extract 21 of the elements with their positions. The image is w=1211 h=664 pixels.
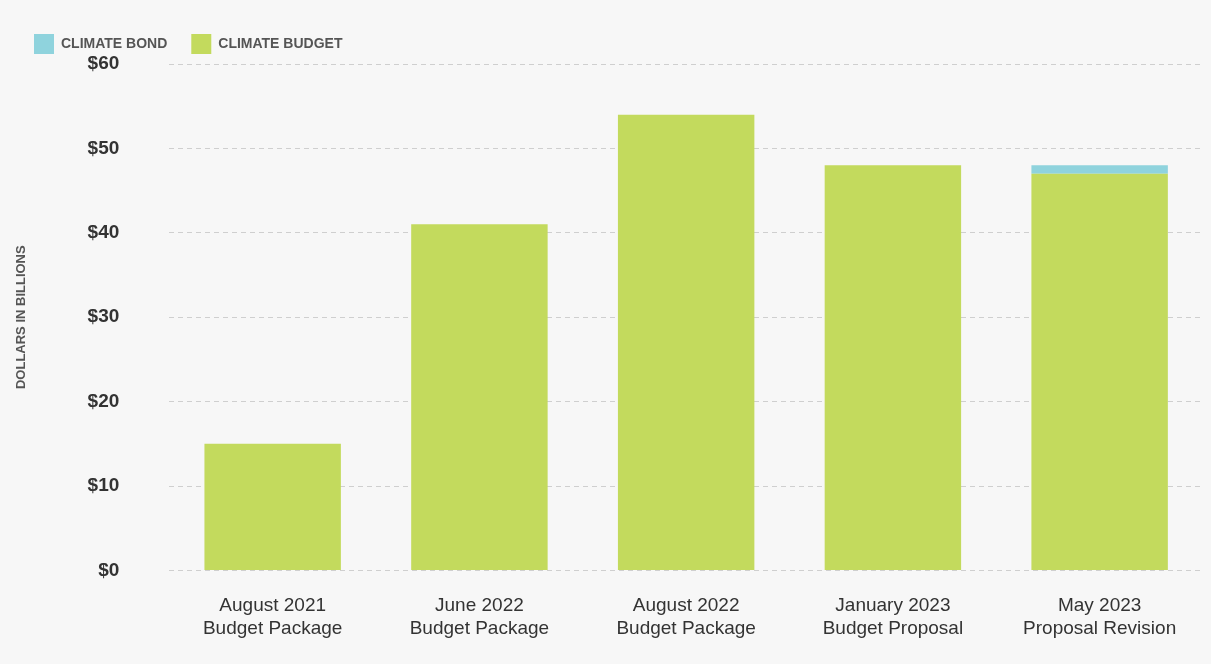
x-tick-label: June 2022 Budget Package	[409, 594, 550, 638]
x-tick-label: August 2022 Budget Package	[616, 594, 756, 638]
bar	[411, 224, 548, 570]
bar	[617, 114, 755, 570]
legend-label: CLIMATE BUDGET	[218, 34, 343, 51]
y-tick-label: $40	[87, 221, 120, 243]
y-tick-label: $10	[87, 474, 120, 496]
y-tick-label: $60	[87, 52, 120, 74]
bar	[1031, 165, 1168, 174]
x-tick-label: May 2023 Proposal Revision	[1023, 594, 1177, 638]
y-tick-label: $0	[98, 558, 120, 580]
bar	[204, 443, 341, 570]
y-tick-label: $50	[87, 136, 120, 158]
bar	[1031, 173, 1168, 570]
bar	[824, 165, 962, 570]
legend-label: CLIMATE BOND	[61, 34, 168, 51]
y-axis-title: DOLLARS IN BILLIONS	[13, 245, 29, 390]
x-tick-label: August 2021 Budget Package	[202, 594, 343, 638]
y-tick-label: $20	[87, 389, 120, 411]
x-tick-label: January 2023 Budget Proposal	[822, 594, 964, 638]
y-tick-label: $30	[87, 305, 120, 327]
